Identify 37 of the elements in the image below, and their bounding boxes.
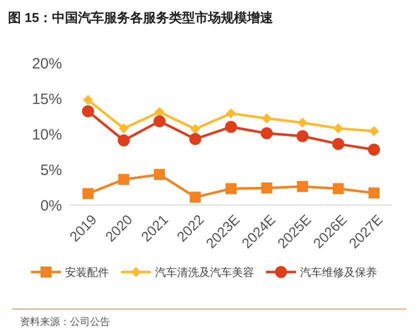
chart-title: 图 15：中国汽车服务各服务类型市场规模增速 xyxy=(8,10,274,25)
y-tick-label: 20% xyxy=(32,55,62,72)
point xyxy=(368,144,380,156)
point xyxy=(118,134,130,146)
legend-label: 汽车清洗及汽车美容 xyxy=(155,266,254,279)
point xyxy=(154,115,166,128)
point xyxy=(83,94,93,105)
point xyxy=(154,106,164,117)
legend-label: 安装配件 xyxy=(65,266,109,279)
point xyxy=(118,174,130,185)
point xyxy=(189,132,202,145)
point xyxy=(297,181,308,192)
point xyxy=(332,138,344,150)
point xyxy=(368,187,380,198)
point xyxy=(369,126,379,136)
point xyxy=(261,182,272,194)
y-tick-label: 0% xyxy=(40,197,62,214)
y-tick-label: 15% xyxy=(32,90,62,108)
y-tick-label: 5% xyxy=(40,162,62,179)
point xyxy=(190,192,201,203)
legend-label: 汽车维修及保养 xyxy=(300,266,377,279)
point xyxy=(226,108,236,118)
point xyxy=(260,127,273,140)
point xyxy=(333,123,344,134)
y-tick-label: 10% xyxy=(32,126,62,144)
point xyxy=(296,130,308,142)
text: 资料来源：公司公告 xyxy=(20,316,110,328)
point xyxy=(190,124,200,134)
point xyxy=(298,118,308,128)
point xyxy=(225,120,237,133)
point xyxy=(82,188,94,200)
point xyxy=(154,168,165,180)
point xyxy=(118,123,129,134)
point xyxy=(262,113,272,124)
point xyxy=(82,105,94,118)
point xyxy=(332,183,344,194)
point xyxy=(226,183,236,194)
